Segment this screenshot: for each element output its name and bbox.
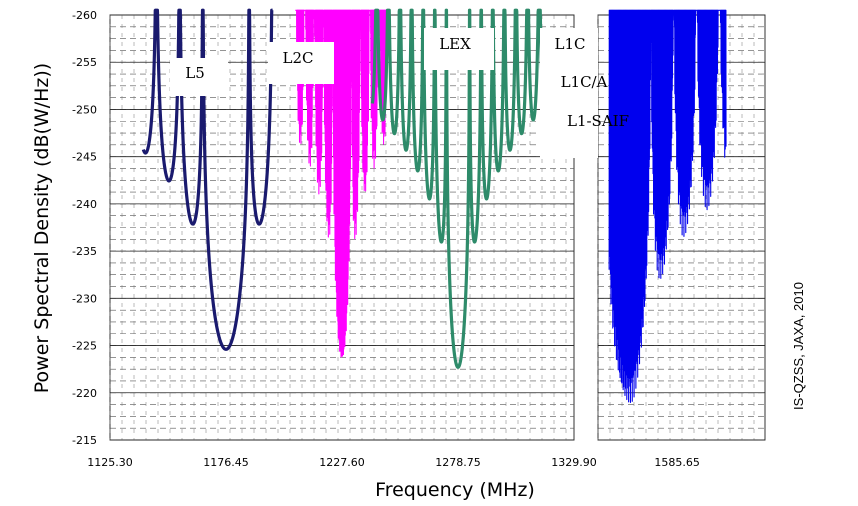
y-tick-label: -235 bbox=[72, 245, 97, 258]
y-tick-label: -250 bbox=[72, 103, 97, 116]
y-tick-label: -215 bbox=[72, 434, 97, 447]
y-tick-label: -220 bbox=[72, 387, 97, 400]
band-label-l1c-a: L1C/A bbox=[561, 73, 608, 91]
y-tick-label: -225 bbox=[72, 340, 97, 353]
series-l1c-a bbox=[608, 9, 727, 404]
label-backdrop bbox=[540, 28, 598, 158]
band-label-l1c: L1C bbox=[555, 35, 586, 53]
credit-text: IS-QZSS, JAXA, 2010 bbox=[791, 282, 806, 410]
band-label-l2c: L2C bbox=[283, 49, 314, 67]
series-l5 bbox=[141, 8, 275, 351]
x-tick-label: 1125.30 bbox=[87, 456, 133, 469]
x-tick-label: 1585.65 bbox=[654, 456, 700, 469]
x-tick-label: 1329.90 bbox=[551, 456, 597, 469]
y-axis-title: Power Spectral Density (dB(W/Hz)) bbox=[31, 63, 53, 393]
y-tick-label: -260 bbox=[72, 9, 97, 22]
label-backdrop bbox=[268, 42, 334, 84]
label-backdrop bbox=[170, 58, 228, 96]
band-label-l5: L5 bbox=[185, 64, 205, 82]
x-tick-label: 1176.45 bbox=[203, 456, 249, 469]
band-label-lex: LEX bbox=[439, 35, 471, 53]
y-tick-label: -255 bbox=[72, 56, 97, 69]
series-lex bbox=[370, 8, 545, 369]
tick-labels: -215 -220 -225 -230 -235 -240 -245 -250 -255 -260… bbox=[72, 9, 700, 469]
series-layer bbox=[141, 8, 727, 404]
series-l2c bbox=[294, 9, 387, 358]
y-tick-label: -240 bbox=[72, 198, 97, 211]
y-tick-label: -245 bbox=[72, 151, 97, 164]
y-tick-label: -230 bbox=[72, 292, 97, 305]
band-labels: L5 L2C LEX L1C L1C/A L1-SAIF bbox=[170, 28, 629, 158]
x-axis-title: Frequency (MHz) bbox=[375, 479, 535, 501]
label-backdrop bbox=[424, 28, 494, 70]
x-tick-label: 1278.75 bbox=[435, 456, 481, 469]
x-tick-label: 1227.60 bbox=[319, 456, 365, 469]
band-label-l1-saif: L1-SAIF bbox=[567, 112, 629, 130]
